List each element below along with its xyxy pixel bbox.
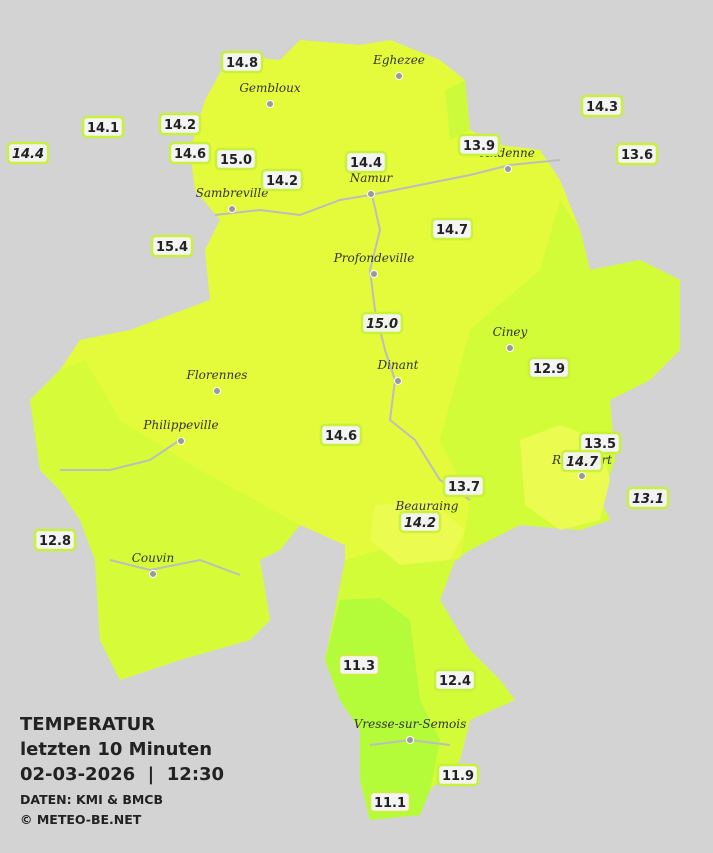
city-name: Vresse-sur-Semois [354,717,467,731]
reading-box [360,311,404,335]
temperature-reading: 13.7 [448,480,480,495]
city-name: Eghezee [372,53,425,67]
reading-box [433,668,477,692]
reading-box [436,763,480,787]
legend-text: letzten 10 Minuten [20,739,212,760]
city-name: Couvin [132,551,174,565]
temperature-reading: 14.1 [87,121,119,136]
reading-box [6,141,50,165]
city-name: Sambreville [196,186,269,200]
temperature-reading: 12.8 [39,534,71,549]
reading-box [398,510,442,534]
city-dot [406,736,414,744]
city-dot [370,270,378,278]
temperature-reading: 15.4 [156,240,188,255]
reading-box [457,133,501,157]
temperature-reading: 13.9 [463,139,495,154]
reading-box [33,528,77,552]
city-dot [504,165,512,173]
temperature-reading: 14.7 [566,455,599,470]
reading-box [337,653,381,677]
reading-box [220,50,264,74]
reading-box [442,474,486,498]
reading-box [158,112,202,136]
city-dot [228,205,236,213]
reading-box [580,94,624,118]
temperature-reading: 11.9 [442,769,474,784]
temperature-reading: 12.4 [439,674,471,689]
city-name: Beauraing [395,499,459,513]
city-dot [149,570,157,578]
temperature-reading: 14.4 [12,147,44,162]
temperature-reading: 15.0 [220,153,252,168]
reading-box [626,486,670,510]
reading-box [344,150,388,174]
temperature-reading: 13.5 [584,437,616,452]
legend-text: TEMPERATUR [20,714,155,735]
city-dot [506,344,514,352]
temperature-reading: 14.6 [325,429,357,444]
legend-text: DATEN: KMI & BMCB [20,792,163,807]
temperature-reading: 13.1 [632,492,664,507]
temperature-reading: 11.3 [343,659,375,674]
temperature-reading: 14.3 [586,100,618,115]
temperature-reading: 14.2 [404,516,436,531]
city-name: Ciney [493,325,528,339]
reading-box [560,449,604,473]
city-dot [177,437,185,445]
reading-box [214,147,258,171]
city-dot [394,377,402,385]
temperature-reading: 15.0 [366,317,398,332]
reading-box [319,423,363,447]
city-name: Philippeville [142,418,218,432]
temperature-reading: 11.1 [374,796,406,811]
city-dot [578,472,586,480]
temperature-reading: 14.7 [436,223,468,238]
zone-cool [325,598,440,820]
temperature-reading: 13.6 [621,148,653,163]
reading-box [527,356,571,380]
temperature-reading: 12.9 [533,362,565,377]
reading-box [150,234,194,258]
city-dot [213,387,221,395]
temperature-reading: 14.4 [350,156,382,171]
city-name: Dinant [377,358,419,372]
reading-box [168,141,212,165]
temperature-reading: 14.2 [164,118,196,133]
zone-mild [30,360,300,680]
city-name: Namur [349,171,394,185]
temperature-reading: 14.6 [174,147,206,162]
temperature-reading: 14.8 [226,56,258,71]
reading-box [615,142,659,166]
legend-text: © METEO-BE.NET [20,812,142,827]
city-name: Gembloux [239,81,301,95]
reading-box [430,217,474,241]
city-name: Profondeville [333,251,415,265]
reading-box [81,115,125,139]
city-dot [395,72,403,80]
reading-box [368,790,412,814]
reading-box [260,168,304,192]
city-name: Florennes [186,368,248,382]
city-dot [266,100,274,108]
legend-text: 02-03-2026 | 12:30 [20,764,224,785]
zone-cool [445,80,470,140]
temperature-reading: 14.2 [266,174,298,189]
city-dot [367,190,375,198]
